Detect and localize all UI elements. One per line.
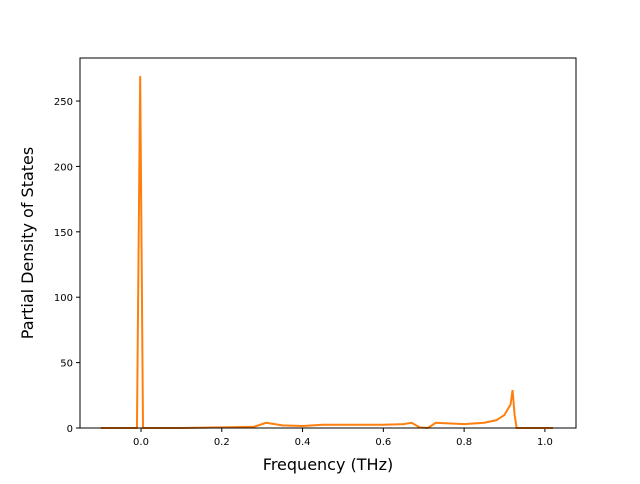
x-tick-label: 0.8 xyxy=(456,437,472,448)
y-tick-label: 250 xyxy=(54,97,73,108)
y-tick-label: 150 xyxy=(54,228,73,239)
x-tick-label: 0.4 xyxy=(295,437,311,448)
x-tick-label: 0.0 xyxy=(133,437,149,448)
y-tick-label: 0 xyxy=(67,424,73,435)
data-line xyxy=(100,76,553,430)
x-axis-label: Frequency (THz) xyxy=(263,455,393,474)
x-tick-label: 0.6 xyxy=(375,437,391,448)
y-tick-label: 200 xyxy=(54,162,73,173)
y-tick-label: 100 xyxy=(54,293,73,304)
plot-frame xyxy=(79,57,577,429)
x-tick-label: 0.2 xyxy=(214,437,230,448)
y-tick-label: 50 xyxy=(60,359,73,370)
x-tick-label: 1.0 xyxy=(537,437,553,448)
y-axis-label: Partial Density of States xyxy=(18,147,37,339)
